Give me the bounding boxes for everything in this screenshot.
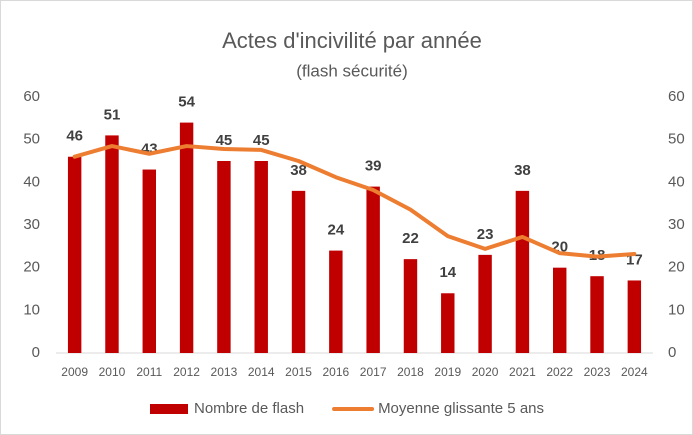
legend-label: Moyenne glissante 5 ans [378, 400, 544, 417]
y-tick-label: 10 [23, 301, 40, 318]
chart-subtitle: (flash sécurité) [296, 61, 407, 80]
data-label: 22 [402, 230, 419, 247]
y2-tick-label: 10 [668, 301, 685, 318]
x-tick-label: 2010 [99, 365, 126, 379]
bar [515, 190, 530, 353]
data-label: 14 [439, 264, 456, 281]
bar [217, 161, 231, 353]
x-tick-label: 2016 [322, 365, 349, 379]
y2-tick-label: 30 [668, 216, 685, 233]
bar [441, 293, 455, 353]
x-tick-label: 2023 [584, 365, 611, 379]
data-label: 38 [290, 162, 307, 179]
y-tick-label: 0 [32, 344, 40, 361]
x-tick-label: 2012 [173, 365, 200, 379]
y-tick-label: 20 [23, 259, 40, 276]
line [72, 144, 637, 259]
chart-title: Actes d'incivilité par année [222, 28, 482, 53]
x-tick-label: 2014 [248, 365, 275, 379]
x-tick-label: 2024 [621, 365, 648, 379]
data-label: 39 [365, 158, 382, 175]
bar [179, 122, 194, 353]
y2-tick-label: 50 [668, 131, 685, 148]
bar [105, 135, 119, 353]
x-tick-label: 2018 [397, 365, 424, 379]
bar [478, 254, 492, 353]
legend-label: Nombre de flash [194, 400, 304, 417]
data-label: 45 [253, 132, 270, 149]
x-tick-label: 2022 [546, 365, 573, 379]
data-label: 24 [328, 222, 345, 239]
data-label: 54 [178, 94, 195, 111]
bar [67, 156, 82, 353]
y2-tick-label: 0 [668, 344, 676, 361]
legend-swatch [150, 404, 188, 414]
bar [142, 169, 156, 353]
x-tick-label: 2013 [211, 365, 238, 379]
y2-tick-label: 20 [668, 259, 685, 276]
bar [291, 190, 306, 353]
x-tick-label: 2011 [136, 365, 162, 379]
x-tick-label: 2019 [434, 365, 461, 379]
y-tick-label: 50 [23, 131, 40, 148]
bar [590, 276, 604, 353]
x-tick-label: 2009 [61, 365, 88, 379]
x-tick-label: 2020 [472, 365, 499, 379]
y2-tick-label: 40 [668, 173, 685, 190]
data-label: 38 [514, 162, 531, 179]
bar [254, 161, 268, 353]
x-tick-label: 2021 [509, 365, 536, 379]
y-tick-label: 60 [23, 88, 40, 105]
data-label: 51 [104, 106, 121, 123]
y-tick-label: 30 [23, 216, 40, 233]
y-tick-label: 40 [23, 173, 40, 190]
bar [329, 250, 343, 353]
data-label: 45 [216, 132, 233, 149]
bar [366, 186, 380, 353]
data-label: 46 [66, 128, 83, 145]
y2-tick-label: 60 [668, 88, 685, 105]
data-label: 23 [477, 226, 494, 243]
x-tick-label: 2015 [285, 365, 312, 379]
bar [627, 280, 642, 353]
x-tick-label: 2017 [360, 365, 387, 379]
bar [553, 267, 567, 353]
bar [403, 259, 418, 353]
